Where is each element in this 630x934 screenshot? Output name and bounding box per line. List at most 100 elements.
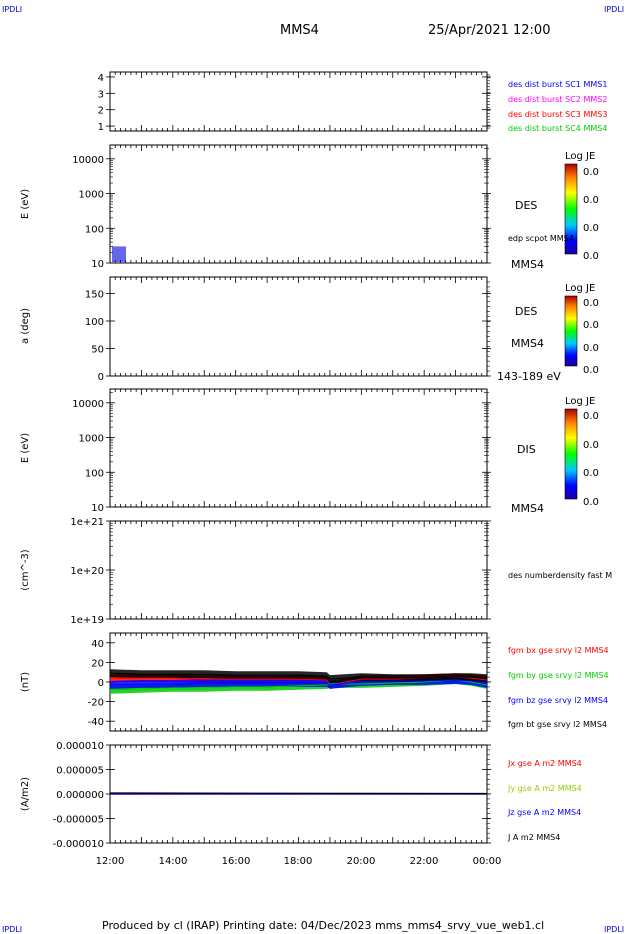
des-energy-panel bbox=[109, 144, 488, 264]
ylabel-density: (cm^-3) bbox=[20, 549, 31, 590]
y-tick-label: 50 bbox=[91, 345, 104, 356]
ylabel-current: (A/m2) bbox=[20, 777, 31, 811]
colorbar-gradient bbox=[564, 408, 578, 500]
y-tick-label: 40 bbox=[91, 639, 104, 650]
corner-label-br: IPDLI bbox=[604, 925, 624, 934]
legend-item: des dist burst SC2 MMS2 bbox=[508, 95, 607, 104]
footer-credit: Produced by cl (IRAP) Printing date: 04/… bbox=[102, 919, 544, 932]
y-tick-label: 150 bbox=[85, 290, 104, 301]
colorbar-tick: 0.0 bbox=[583, 343, 599, 354]
colorbar-tick: 0.0 bbox=[583, 298, 599, 309]
label-mms4: MMS4 bbox=[511, 502, 544, 515]
y-tick-label: 10 bbox=[91, 503, 104, 514]
colorbar-des-pitch: Log JE 0.0 0.0 0.0 0.0 bbox=[564, 283, 599, 376]
y-tick-label: 3 bbox=[98, 89, 104, 100]
x-tick-label: 16:00 bbox=[222, 856, 251, 867]
y-tick-label: 0 bbox=[98, 678, 104, 689]
colorbar-title: Log JE bbox=[565, 396, 595, 407]
label-mms4: MMS4 bbox=[511, 258, 544, 271]
colorbar-tick: 0.0 bbox=[583, 320, 599, 331]
burst-panel bbox=[109, 71, 488, 132]
y-tick-label: 1e+19 bbox=[70, 615, 104, 626]
y-tick-label: 100 bbox=[85, 468, 104, 479]
colorbar-title: Log JE bbox=[565, 283, 595, 294]
ylabel-des-energy: E (eV) bbox=[20, 189, 31, 219]
corner-label-tl: IPDLI bbox=[2, 5, 22, 14]
colorbar-tick: 0.0 bbox=[583, 223, 599, 234]
panel-frame bbox=[109, 71, 488, 132]
y-tick-label: 0.000000 bbox=[56, 790, 104, 801]
ylabel-des-pitch: a (deg) bbox=[20, 308, 31, 344]
x-tick-label: 14:00 bbox=[159, 856, 188, 867]
density-panel bbox=[109, 520, 488, 620]
legend-item: fgm bt gse srvy l2 MMS4 bbox=[508, 720, 607, 729]
des-pitch-panel bbox=[109, 276, 488, 377]
x-tick-label: 22:00 bbox=[410, 856, 439, 867]
y-tick-label: 1e+21 bbox=[70, 517, 104, 528]
y-tick-label: 1000 bbox=[79, 190, 104, 201]
legend-item: des dist burst SC4 MMS4 bbox=[508, 124, 607, 133]
y-tick-label: 100 bbox=[85, 224, 104, 235]
colorbar-tick: 0.0 bbox=[583, 365, 599, 376]
fgm-series-line bbox=[109, 672, 488, 680]
corner-label-tr: IPDLI bbox=[604, 5, 624, 14]
colorbar-des-energy: Log JE 0.0 0.0 0.0 0.0 bbox=[564, 151, 599, 262]
y-tick-label: 0 bbox=[98, 372, 104, 383]
legend-item: fgm by gse srvy l2 MMS4 bbox=[508, 671, 609, 680]
y-tick-label: 100 bbox=[85, 317, 104, 328]
legend-item: Jy gse A m2 MMS4 bbox=[507, 784, 582, 793]
datetime-title: 25/Apr/2021 12:00 bbox=[428, 23, 550, 38]
dis-energy-panel bbox=[109, 388, 488, 508]
y-tick-label: 20 bbox=[91, 658, 104, 669]
legend-item: fgm bx gse srvy l2 MMS4 bbox=[508, 646, 609, 655]
y-tick-label: 1e+20 bbox=[70, 566, 104, 577]
y-tick-label: 0.000010 bbox=[56, 741, 104, 752]
label-edp-scpot: edp scpot MMS4 bbox=[508, 234, 574, 243]
colorbar-title: Log JE bbox=[565, 151, 595, 162]
label-des: DES bbox=[515, 305, 537, 318]
legend-item: J A m2 MMS4 bbox=[507, 833, 560, 842]
colorbar-tick: 0.0 bbox=[583, 251, 599, 262]
label-des: DES bbox=[515, 199, 537, 212]
x-tick-label: 12:00 bbox=[96, 856, 125, 867]
y-tick-label: 10 bbox=[91, 259, 104, 270]
panel-frame bbox=[109, 276, 488, 377]
y-tick-label: -40 bbox=[88, 717, 104, 728]
legend-item: fgm bz gse srvy l2 MMS4 bbox=[508, 696, 608, 705]
x-axis: 12:00 14:00 16:00 18:00 20:00 22:00 00:0… bbox=[96, 856, 502, 867]
panel-frame bbox=[109, 144, 488, 264]
label-dis: DIS bbox=[517, 443, 536, 456]
y-tick-label: 10000 bbox=[72, 399, 104, 410]
current-series-line bbox=[109, 792, 488, 795]
colorbar-dis-energy: Log JE 0.0 0.0 0.0 0.0 bbox=[564, 396, 599, 508]
y-tick-label: 4 bbox=[98, 73, 104, 84]
spectrogram-patch bbox=[112, 246, 126, 262]
y-tick-label: -20 bbox=[88, 698, 104, 709]
y-tick-label: 2 bbox=[98, 106, 104, 117]
y-tick-label: -0.000005 bbox=[53, 815, 104, 826]
panel-frame bbox=[109, 388, 488, 508]
colorbar-tick: 0.0 bbox=[583, 167, 599, 178]
colorbar-tick: 0.0 bbox=[583, 440, 599, 451]
legend-item: des numberdensity fast M bbox=[508, 571, 612, 580]
y-tick-label: 1000 bbox=[79, 434, 104, 445]
colorbar-gradient bbox=[564, 163, 578, 255]
legend-item: Jx gse A m2 MMS4 bbox=[507, 759, 582, 768]
label-mms4: MMS4 bbox=[511, 337, 544, 350]
legend-item: Jz gse A m2 MMS4 bbox=[507, 808, 581, 817]
x-tick-label: 00:00 bbox=[473, 856, 502, 867]
spacecraft-title: MMS4 bbox=[280, 23, 319, 38]
panel-frame bbox=[109, 520, 488, 620]
fgm-series-line bbox=[109, 679, 488, 686]
ylabel-dis-energy: E (eV) bbox=[20, 433, 31, 463]
y-tick-label: 0.000005 bbox=[56, 766, 104, 777]
x-tick-label: 18:00 bbox=[284, 856, 313, 867]
label-energy-range: 143-189 eV bbox=[497, 370, 561, 383]
colorbar-tick: 0.0 bbox=[583, 195, 599, 206]
legend-item: des dist burst SC3 MMS3 bbox=[508, 110, 607, 119]
ylabel-fgm: (nT) bbox=[20, 672, 31, 692]
colorbar-tick: 0.0 bbox=[583, 468, 599, 479]
corner-label-bl: IPDLI bbox=[2, 925, 22, 934]
colorbar-tick: 0.0 bbox=[583, 497, 599, 508]
